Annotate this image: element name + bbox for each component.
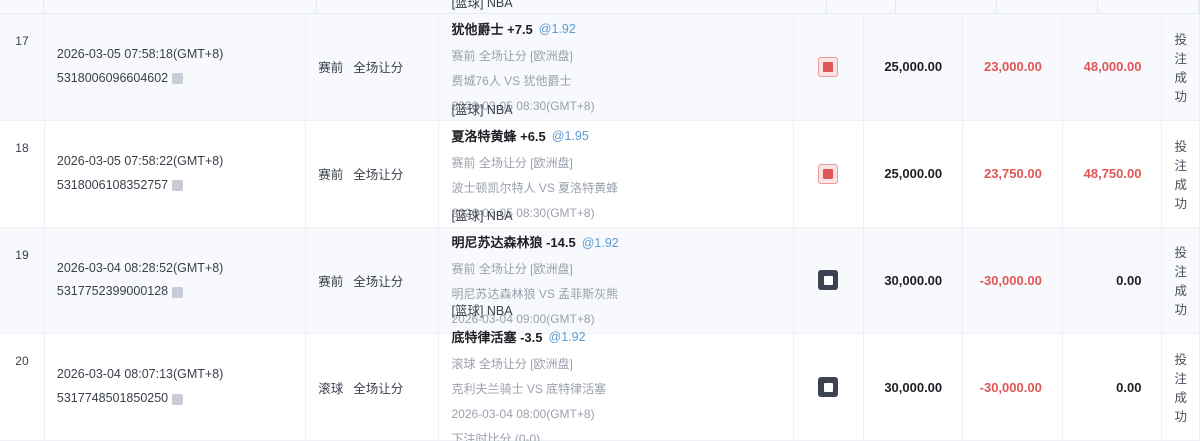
row-stage-type: 赛前 全场让分 <box>306 228 439 334</box>
bet-amount: 30,000.00 <box>864 334 964 440</box>
bet-id-row: 5318006108352757 <box>57 174 293 198</box>
bet-sub-type: 滚球 全场让分 [欧洲盘] <box>451 352 781 376</box>
bet-odds: @1.92 <box>582 231 619 256</box>
bet-stage: 赛前 <box>318 271 343 290</box>
row-time-id: 2026-03-05 07:58:22(GMT+8) 53180061083527… <box>45 121 306 227</box>
match-teams: 费城76人 VS 犹他爵士 <box>451 69 781 93</box>
bet-amount: 25,000.00 <box>864 121 964 227</box>
bet-pick: 底特律活塞 -3.5 <box>451 325 542 351</box>
bet-odds: @1.95 <box>552 124 589 149</box>
row-index: 17 <box>0 14 45 120</box>
row-index: 20 <box>0 334 45 440</box>
row-time-id: 2026-03-05 07:58:18(GMT+8) 53180060966046… <box>45 14 306 120</box>
sport-tag: [篮球] NBA <box>451 204 781 229</box>
bet-sub-type: 赛前 全场让分 [欧洲盘] <box>451 151 781 175</box>
bet-amount: 30,000.00 <box>864 228 964 334</box>
row-stage-type: 滚球 全场让分 <box>306 334 439 440</box>
bet-id-row: 5317748501850250 <box>57 387 293 411</box>
copy-id-icon[interactable] <box>172 180 183 191</box>
bet-timestamp: 2026-03-04 08:07:13(GMT+8) <box>57 363 293 387</box>
row-stage-type: 赛前 全场让分 <box>306 14 439 120</box>
bet-id-row: 5318006096604602 <box>57 67 293 91</box>
bet-odds: @1.92 <box>549 325 586 350</box>
row-bet-icon-cell <box>794 228 863 334</box>
pre-match-device-icon[interactable] <box>818 57 838 77</box>
bet-history-table: 17 2026-03-05 07:58:18(GMT+8) 531800609660… <box>0 0 1200 441</box>
bet-id: 5317752399000128 <box>57 280 168 304</box>
bet-stage: 赛前 <box>318 57 343 76</box>
copy-id-icon[interactable] <box>172 287 183 298</box>
bet-profit: 23,750.00 <box>963 121 1063 227</box>
match-datetime: 2026-03-04 08:00(GMT+8) <box>451 402 781 426</box>
live-device-icon[interactable] <box>818 270 838 290</box>
copy-id-icon[interactable] <box>172 73 183 84</box>
row-time-id: 2026-03-04 08:07:13(GMT+8) 53177485018502… <box>45 334 306 440</box>
bet-status: 投注成功 <box>1162 228 1200 334</box>
bet-profit: -30,000.00 <box>963 228 1063 334</box>
bet-payout: 0.00 <box>1063 334 1163 440</box>
match-teams: 波士顿凯尔特人 VS 夏洛特黄蜂 <box>451 176 781 200</box>
bet-pick: 犹他爵士 +7.5 <box>451 17 532 43</box>
match-teams: 克利夫兰骑士 VS 底特律活塞 <box>451 377 781 401</box>
row-stage-type: 赛前 全场让分 <box>306 121 439 227</box>
bet-time-score: 下注时比分 (0-0) <box>451 427 781 441</box>
bet-type: 全场让分 <box>353 271 403 290</box>
bet-timestamp: 2026-03-05 07:58:22(GMT+8) <box>57 150 293 174</box>
live-device-icon[interactable] <box>818 377 838 397</box>
bet-pick: 夏洛特黄蜂 +6.5 <box>451 124 545 150</box>
bet-id: 5317748501850250 <box>57 387 168 411</box>
bet-timestamp: 2026-03-04 08:28:52(GMT+8) <box>57 257 293 281</box>
bet-status: 投注成功 <box>1162 14 1200 120</box>
bet-id-row: 5317752399000128 <box>57 280 293 304</box>
sport-tag: [篮球] NBA <box>451 0 781 16</box>
bet-profit: -30,000.00 <box>963 334 1063 440</box>
bet-amount: 25,000.00 <box>864 14 964 120</box>
bet-type: 全场让分 <box>353 378 403 397</box>
row-index: 18 <box>0 121 45 227</box>
bet-sub-type: 赛前 全场让分 [欧洲盘] <box>451 44 781 68</box>
table-rows: 17 2026-03-05 07:58:18(GMT+8) 531800609660… <box>0 14 1200 441</box>
bet-id: 5318006108352757 <box>57 174 168 198</box>
row-match-detail: [篮球] NBA 底特律活塞 -3.5 @1.92 滚球 全场让分 [欧洲盘] 克利夫兰… <box>439 334 794 440</box>
bet-type: 全场让分 <box>353 57 403 76</box>
bet-payout: 48,750.00 <box>1063 121 1163 227</box>
bet-sub-type: 赛前 全场让分 [欧洲盘] <box>451 257 781 281</box>
bet-status: 投注成功 <box>1162 334 1200 440</box>
bet-payout: 48,000.00 <box>1063 14 1163 120</box>
bet-type: 全场让分 <box>353 164 403 183</box>
row-bet-icon-cell <box>794 14 863 120</box>
bet-stage: 赛前 <box>318 164 343 183</box>
bet-pick: 明尼苏达森林狼 -14.5 <box>451 230 575 256</box>
bet-stage: 滚球 <box>318 378 343 397</box>
bet-odds: @1.92 <box>539 17 576 42</box>
copy-id-icon[interactable] <box>172 394 183 405</box>
row-bet-icon-cell <box>794 334 863 440</box>
bet-timestamp: 2026-03-05 07:58:18(GMT+8) <box>57 43 293 67</box>
sport-tag: [篮球] NBA <box>451 299 781 324</box>
row-index: 19 <box>0 228 45 334</box>
row-time-id: 2026-03-04 08:28:52(GMT+8) 53177523990001… <box>45 228 306 334</box>
bet-profit: 23,000.00 <box>963 14 1063 120</box>
bet-status: 投注成功 <box>1162 121 1200 227</box>
sport-tag: [篮球] NBA <box>451 98 781 123</box>
table-row[interactable]: 20 2026-03-04 08:07:13(GMT+8) 531774850185… <box>0 334 1200 441</box>
bet-id: 5318006096604602 <box>57 67 168 91</box>
bet-payout: 0.00 <box>1063 228 1163 334</box>
row-bet-icon-cell <box>794 121 863 227</box>
pre-match-device-icon[interactable] <box>818 164 838 184</box>
